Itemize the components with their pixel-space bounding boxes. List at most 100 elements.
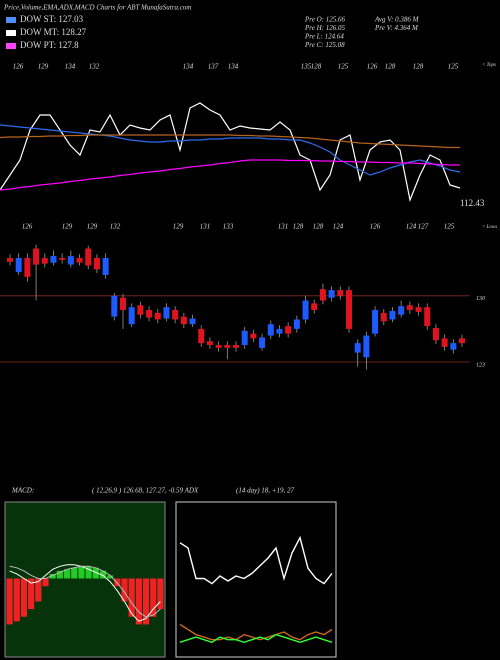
histogram-bar xyxy=(6,578,13,625)
low-label: 126 xyxy=(22,223,33,231)
candle-body xyxy=(285,326,292,334)
low-label: 127 xyxy=(418,223,429,231)
top-label: 125 xyxy=(448,63,459,71)
low-label: 131 xyxy=(200,223,211,231)
candle-body xyxy=(41,257,48,264)
top-label: 128 xyxy=(311,63,322,71)
histogram-bar xyxy=(28,578,35,610)
histogram-bar xyxy=(35,578,42,602)
candle-body xyxy=(363,335,370,358)
low-label: 131 xyxy=(278,223,289,231)
candle-body xyxy=(389,310,396,320)
histogram-bar xyxy=(78,566,85,579)
candle-body xyxy=(163,307,170,319)
low-label: 129 xyxy=(173,223,184,231)
histogram-bar xyxy=(13,578,20,622)
candle-body xyxy=(15,257,22,273)
candle-body xyxy=(189,318,196,325)
low-label: 132 xyxy=(110,223,121,231)
legend-swatch xyxy=(6,17,16,23)
series-line xyxy=(0,102,461,203)
candle-body xyxy=(459,338,465,344)
candle-body xyxy=(85,248,92,266)
adx-panel xyxy=(175,501,337,658)
candle-body xyxy=(224,345,231,348)
histogram-bar xyxy=(49,573,56,579)
candle-body xyxy=(415,307,422,312)
histogram-bar xyxy=(128,578,135,617)
histogram-bar xyxy=(157,578,164,610)
candle-body xyxy=(450,343,457,350)
candle-body xyxy=(293,319,300,329)
legend-swatch xyxy=(6,43,16,49)
top-label: 126 xyxy=(13,63,24,71)
top-label: 132 xyxy=(89,63,100,71)
low-label: 133 xyxy=(223,223,234,231)
candle-body xyxy=(102,257,109,275)
low-label: 126 xyxy=(370,223,381,231)
candle-body xyxy=(259,337,266,348)
legend-label: DOW ST: 127.03 xyxy=(20,14,84,24)
candle-body xyxy=(337,290,344,296)
low-label: 128 xyxy=(293,223,304,231)
histogram-bar xyxy=(114,578,121,587)
top-label: 137 xyxy=(208,63,219,71)
candle-body xyxy=(267,324,274,336)
candle-body xyxy=(111,295,118,317)
info-text: Pre C: 125.08 xyxy=(304,41,345,49)
histogram-bar xyxy=(121,578,128,602)
candle-body xyxy=(50,256,57,263)
macd-label: MACD: xyxy=(11,487,34,495)
info-text: Pre H: 126.05 xyxy=(304,24,345,32)
candle-body xyxy=(319,289,326,301)
candle-body xyxy=(128,307,135,325)
top-label: 134 xyxy=(228,63,239,71)
candle-body xyxy=(180,316,187,325)
histogram-bar xyxy=(150,578,157,617)
histogram-bar xyxy=(63,569,71,579)
legend-label: DOW MT: 128.27 xyxy=(20,27,87,37)
title: Price,Volume,EMA,ADX,MACD Charts for ABT… xyxy=(3,4,191,12)
candle-body xyxy=(328,290,335,298)
candle-body xyxy=(372,310,379,334)
legend-label: DOW PT: 127.8 xyxy=(20,40,79,50)
series-line xyxy=(9,565,161,618)
candle-body xyxy=(346,290,352,329)
candle-body xyxy=(406,305,413,310)
histogram-bar xyxy=(107,575,114,579)
tops-label: < Tops xyxy=(482,63,496,68)
candle-body xyxy=(424,307,431,327)
series-line xyxy=(9,564,161,622)
candle-body xyxy=(302,300,309,320)
histogram-bar xyxy=(42,578,49,587)
legend-swatch xyxy=(6,30,16,36)
series-line xyxy=(0,134,460,149)
series-line xyxy=(179,633,333,644)
histogram-bar xyxy=(99,570,107,579)
candle-body xyxy=(93,257,100,270)
candle-body xyxy=(76,257,83,263)
candle-body xyxy=(354,343,361,353)
candle-body xyxy=(233,345,239,348)
low-label: 129 xyxy=(87,223,98,231)
candle-body xyxy=(441,338,448,347)
candle-body xyxy=(398,306,405,315)
series-line xyxy=(0,124,461,176)
candle-body xyxy=(198,328,205,344)
last-low: 112.43 xyxy=(460,198,485,208)
low-label: 124 xyxy=(406,223,417,231)
low-label: 129 xyxy=(62,223,73,231)
candle-body xyxy=(241,330,248,345)
candle-body xyxy=(432,327,439,341)
lows-label: < Lows xyxy=(482,225,497,230)
candle-body xyxy=(172,310,179,320)
candle-body xyxy=(206,341,213,345)
candle-body xyxy=(33,248,40,265)
info-text: Pre L: 124.64 xyxy=(304,33,344,41)
top-label: 134 xyxy=(65,63,76,71)
adx-text: (14 day) 18, +19, 27 xyxy=(236,487,294,495)
info-text: Avg V: 0.386 M xyxy=(374,16,420,24)
candle-body xyxy=(250,333,257,339)
candle-body xyxy=(154,312,161,320)
low-label: 128 xyxy=(313,223,324,231)
